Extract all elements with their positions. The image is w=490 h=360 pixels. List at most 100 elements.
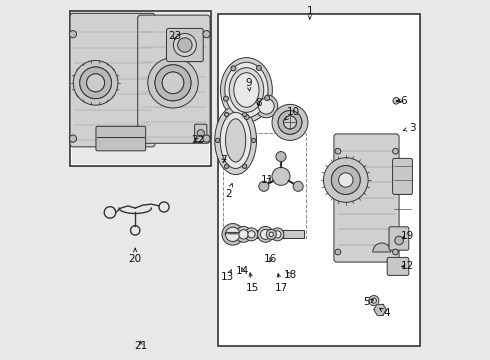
Circle shape bbox=[216, 138, 220, 143]
Circle shape bbox=[266, 229, 276, 239]
Circle shape bbox=[224, 112, 229, 117]
Circle shape bbox=[80, 67, 111, 99]
Circle shape bbox=[284, 116, 296, 129]
FancyBboxPatch shape bbox=[334, 134, 399, 262]
Circle shape bbox=[323, 158, 368, 202]
Text: 12: 12 bbox=[400, 261, 414, 271]
Circle shape bbox=[274, 231, 281, 238]
Circle shape bbox=[259, 181, 269, 192]
Circle shape bbox=[155, 65, 191, 101]
Polygon shape bbox=[374, 310, 380, 315]
Circle shape bbox=[197, 130, 204, 137]
Circle shape bbox=[293, 181, 303, 192]
Circle shape bbox=[80, 67, 111, 99]
Circle shape bbox=[272, 167, 290, 185]
Text: 11: 11 bbox=[261, 175, 274, 185]
Text: 13: 13 bbox=[221, 269, 234, 282]
Circle shape bbox=[203, 31, 210, 38]
Ellipse shape bbox=[234, 73, 259, 107]
Circle shape bbox=[224, 164, 229, 168]
Circle shape bbox=[258, 226, 273, 242]
Text: 7: 7 bbox=[220, 155, 227, 165]
Circle shape bbox=[236, 226, 251, 242]
Text: 5: 5 bbox=[364, 297, 374, 307]
Circle shape bbox=[225, 227, 240, 242]
Circle shape bbox=[392, 148, 398, 154]
Bar bbox=[258, 231, 283, 237]
Circle shape bbox=[74, 60, 118, 105]
Circle shape bbox=[395, 236, 403, 245]
FancyBboxPatch shape bbox=[195, 124, 207, 141]
Text: 3: 3 bbox=[403, 123, 416, 133]
Text: 9: 9 bbox=[245, 78, 252, 91]
Circle shape bbox=[203, 135, 210, 142]
Bar bbox=[72, 12, 209, 164]
Circle shape bbox=[261, 229, 270, 239]
Circle shape bbox=[148, 58, 198, 108]
Circle shape bbox=[243, 164, 247, 168]
Bar bbox=[218, 14, 419, 346]
Text: 6: 6 bbox=[397, 96, 407, 106]
FancyBboxPatch shape bbox=[138, 15, 210, 143]
Circle shape bbox=[251, 138, 256, 143]
FancyBboxPatch shape bbox=[167, 28, 203, 62]
Text: 22: 22 bbox=[191, 135, 204, 145]
Polygon shape bbox=[377, 304, 383, 310]
Ellipse shape bbox=[215, 106, 257, 175]
Polygon shape bbox=[377, 310, 383, 315]
Circle shape bbox=[162, 72, 184, 94]
Circle shape bbox=[258, 98, 274, 114]
Circle shape bbox=[173, 33, 196, 57]
Circle shape bbox=[245, 228, 258, 241]
Circle shape bbox=[248, 231, 255, 238]
Circle shape bbox=[69, 135, 76, 142]
Text: 1: 1 bbox=[306, 6, 313, 19]
Circle shape bbox=[269, 232, 273, 237]
Circle shape bbox=[284, 116, 296, 129]
Text: 16: 16 bbox=[264, 254, 277, 264]
Circle shape bbox=[243, 112, 247, 117]
FancyBboxPatch shape bbox=[70, 13, 155, 147]
Text: 19: 19 bbox=[400, 231, 414, 241]
Circle shape bbox=[244, 114, 249, 120]
Circle shape bbox=[69, 31, 76, 38]
FancyBboxPatch shape bbox=[392, 158, 413, 194]
Circle shape bbox=[331, 166, 360, 194]
Text: 23: 23 bbox=[168, 31, 181, 41]
Text: 10: 10 bbox=[285, 107, 300, 120]
Circle shape bbox=[335, 148, 341, 154]
Circle shape bbox=[276, 152, 286, 162]
Bar bbox=[71, 11, 211, 166]
Circle shape bbox=[87, 74, 104, 92]
Text: 4: 4 bbox=[380, 308, 391, 318]
Circle shape bbox=[255, 95, 278, 118]
Ellipse shape bbox=[229, 68, 264, 112]
Ellipse shape bbox=[225, 62, 268, 118]
Circle shape bbox=[331, 166, 360, 194]
FancyBboxPatch shape bbox=[389, 227, 409, 250]
Text: 15: 15 bbox=[246, 273, 260, 293]
Text: 20: 20 bbox=[129, 248, 142, 264]
Circle shape bbox=[271, 228, 284, 241]
Text: 2: 2 bbox=[225, 184, 233, 199]
Circle shape bbox=[339, 173, 353, 187]
Polygon shape bbox=[380, 304, 386, 310]
Bar bbox=[223, 133, 306, 238]
Wedge shape bbox=[373, 243, 391, 252]
Ellipse shape bbox=[220, 58, 272, 122]
Circle shape bbox=[392, 249, 398, 255]
Ellipse shape bbox=[220, 112, 251, 168]
Circle shape bbox=[335, 249, 341, 255]
Polygon shape bbox=[380, 310, 386, 315]
Text: 17: 17 bbox=[274, 274, 288, 293]
Text: 14: 14 bbox=[236, 266, 249, 276]
Circle shape bbox=[239, 230, 248, 239]
FancyBboxPatch shape bbox=[96, 126, 146, 151]
Circle shape bbox=[223, 96, 228, 101]
Circle shape bbox=[155, 65, 191, 101]
Circle shape bbox=[231, 66, 236, 71]
Circle shape bbox=[369, 296, 379, 306]
Circle shape bbox=[272, 104, 308, 140]
Circle shape bbox=[393, 98, 399, 104]
Text: 8: 8 bbox=[255, 98, 262, 108]
